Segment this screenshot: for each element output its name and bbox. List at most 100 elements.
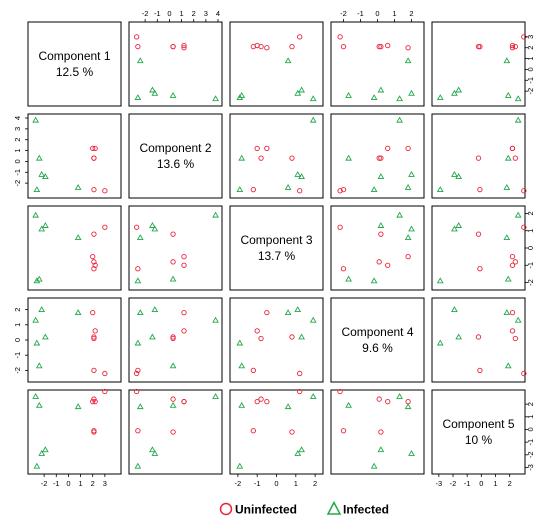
point-uninfected [170, 259, 176, 265]
point-uninfected [289, 429, 295, 435]
point-infected [149, 222, 156, 228]
point-infected [41, 446, 49, 453]
point-uninfected [376, 155, 382, 161]
point-uninfected [405, 45, 411, 51]
panel-frame [27, 113, 122, 199]
point-infected [436, 277, 444, 284]
point-infected [149, 333, 156, 340]
point-infected [35, 275, 43, 282]
point-uninfected [133, 388, 140, 395]
point-infected [455, 86, 463, 93]
point-infected [503, 309, 511, 316]
point-uninfected [102, 188, 108, 194]
point-infected [436, 186, 444, 193]
point-infected [169, 275, 177, 282]
point-infected [38, 450, 46, 456]
panel-1-2 [128, 21, 223, 107]
point-uninfected [102, 388, 108, 395]
y-tick-label: -3 [526, 464, 535, 471]
point-uninfected [133, 370, 140, 377]
component-name: Component 5 [442, 417, 514, 431]
point-infected [345, 275, 352, 282]
point-infected [33, 339, 41, 346]
x-tick-label: -3 [435, 479, 442, 488]
component-variance: 10 % [465, 433, 493, 447]
point-infected [404, 57, 412, 64]
point-infected [404, 234, 412, 241]
point-uninfected [254, 328, 260, 334]
x-tick-label: 3 [103, 479, 107, 488]
component-name: Component 4 [341, 325, 413, 339]
panel-frame [229, 21, 324, 107]
point-uninfected [376, 396, 382, 402]
point-infected [284, 183, 292, 190]
panel-frame [229, 389, 324, 475]
x-tick-label: 2 [91, 479, 95, 488]
point-infected [503, 183, 511, 190]
point-infected [309, 393, 317, 399]
point-uninfected [521, 188, 527, 194]
point-infected [309, 316, 317, 323]
point-uninfected [102, 224, 108, 230]
y-tick-label: 2 [526, 46, 535, 50]
point-infected [32, 316, 40, 323]
panel-frame [431, 21, 526, 107]
x-tick-label: -1 [154, 9, 161, 18]
point-infected [238, 91, 246, 98]
panel-4-2 [128, 297, 223, 383]
x-tick-label: -1 [254, 479, 261, 488]
point-infected [294, 89, 302, 96]
point-uninfected [340, 428, 347, 434]
panel-3-2 [128, 205, 223, 291]
point-uninfected [92, 145, 98, 152]
point-infected [38, 306, 46, 312]
point-uninfected [181, 309, 187, 316]
point-uninfected [264, 145, 270, 152]
y-tick-label: -1 [13, 352, 22, 359]
point-infected [294, 450, 302, 456]
point-uninfected [376, 259, 382, 265]
point-infected [134, 277, 142, 284]
component-variance: 13.7 % [258, 249, 296, 263]
component-name: Component 2 [139, 141, 211, 155]
point-uninfected [477, 187, 483, 193]
y-tick-label: 0 [526, 67, 535, 71]
point-infected [298, 446, 305, 453]
panel-frame [128, 297, 223, 383]
point-uninfected [135, 367, 141, 374]
y-tick-label: 1 [526, 229, 535, 233]
panel-frame [128, 113, 223, 199]
point-uninfected [258, 155, 264, 161]
component-name: Component 1 [38, 49, 110, 63]
point-uninfected [475, 155, 482, 161]
x-tick-label: -2 [450, 479, 457, 488]
point-infected [41, 333, 49, 340]
point-uninfected [378, 429, 384, 435]
point-uninfected [91, 266, 97, 272]
panel-frame [27, 389, 122, 475]
point-infected [345, 91, 352, 98]
panel-frame [128, 205, 223, 291]
x-tick-label: -1 [357, 9, 364, 18]
x-tick-label: 1 [179, 9, 183, 18]
x-tick-label: 1 [493, 479, 497, 488]
point-uninfected [181, 253, 187, 260]
panel-1-5 [431, 21, 527, 107]
panel-1-3 [229, 21, 324, 107]
y-tick-label: 1 [13, 323, 22, 327]
point-infected [212, 316, 219, 323]
point-uninfected [181, 45, 187, 51]
point-uninfected [258, 396, 264, 402]
point-infected [404, 403, 412, 410]
point-uninfected [90, 253, 96, 260]
point-infected [212, 211, 219, 218]
point-infected [32, 211, 40, 218]
point-infected [396, 393, 403, 399]
point-uninfected [509, 309, 516, 316]
panel-frame [128, 21, 223, 107]
point-infected [33, 186, 41, 193]
point-uninfected [91, 259, 97, 265]
y-tick-label: 4 [13, 116, 22, 120]
panel-frame [229, 205, 324, 291]
point-infected [504, 91, 512, 98]
